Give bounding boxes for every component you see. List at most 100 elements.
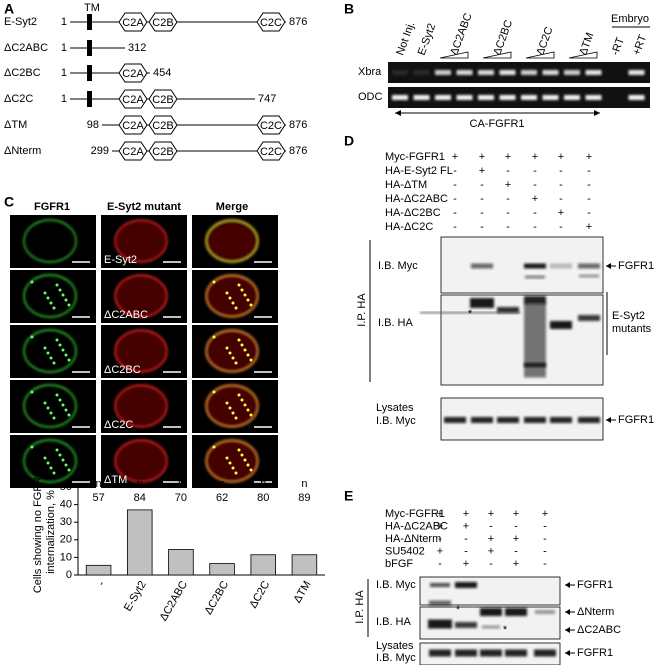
- label: -: [453, 193, 457, 205]
- micrograph: [10, 380, 96, 433]
- puncta: [46, 351, 50, 355]
- row-label: ΔTM: [104, 474, 127, 486]
- cell: [205, 329, 259, 373]
- band: [482, 625, 500, 629]
- label: ΔC2BC: [4, 67, 41, 79]
- label: +: [586, 151, 592, 163]
- puncta: [55, 283, 59, 287]
- gel: [388, 87, 650, 108]
- x-tick-label: ΔTM: [292, 579, 314, 605]
- label: TM: [84, 2, 100, 14]
- label: 1: [61, 42, 67, 54]
- band: [578, 263, 600, 269]
- y-axis-label: Cells showing no FGFR1: [32, 471, 44, 593]
- x-tick-label: ΔC2ABC: [158, 579, 190, 623]
- x-tick-label: E-Syt2: [122, 579, 149, 614]
- puncta: [52, 306, 56, 310]
- puncta: [64, 298, 68, 302]
- c2-domain: [256, 115, 286, 135]
- micrograph: [10, 435, 96, 488]
- band: [524, 263, 546, 269]
- label: C2A: [122, 94, 144, 106]
- arrowhead: [565, 609, 570, 615]
- label: 1: [61, 16, 67, 28]
- c2-domain: [256, 12, 286, 32]
- band: [430, 583, 450, 587]
- label: C2C: [260, 146, 282, 158]
- label: -: [587, 179, 591, 191]
- label: +: [488, 545, 494, 557]
- band: [455, 649, 477, 657]
- bar: [291, 554, 318, 576]
- n-value: 62: [216, 492, 228, 504]
- label: +: [437, 520, 443, 532]
- band: [505, 608, 527, 616]
- band: [480, 608, 502, 616]
- label: +: [488, 533, 494, 545]
- label: C2B: [152, 146, 173, 158]
- label: -: [559, 179, 563, 191]
- band: [444, 417, 466, 423]
- c2-domain: [148, 141, 178, 161]
- label: CA-FGFR1: [470, 118, 525, 130]
- label: C2A: [122, 17, 144, 29]
- y-tick-label: 40: [60, 499, 72, 511]
- label: -: [533, 221, 537, 233]
- panel-label: D: [344, 133, 354, 149]
- puncta: [243, 458, 247, 462]
- puncta: [237, 448, 241, 452]
- label: 299: [91, 145, 109, 157]
- bar: [209, 563, 235, 576]
- puncta: [212, 390, 216, 394]
- puncta: [61, 458, 65, 462]
- band: [542, 95, 559, 100]
- row-label: ΔC2C: [104, 419, 133, 431]
- label: Myc-FGFR1: [385, 151, 445, 163]
- cell: [114, 274, 168, 318]
- cell: [23, 274, 77, 318]
- y-tick-label: 50: [60, 481, 72, 493]
- label: -: [453, 179, 457, 191]
- label: 747: [258, 93, 276, 105]
- puncta: [243, 348, 247, 352]
- label: mutants: [612, 323, 652, 335]
- label: +: [463, 558, 469, 570]
- label: I.B. Myc: [376, 415, 416, 427]
- label: FGFR1: [34, 201, 70, 213]
- cell: [114, 219, 168, 263]
- cell: [23, 439, 77, 483]
- label: C2C: [260, 120, 282, 132]
- label: FGFR1: [577, 579, 613, 591]
- band: [628, 95, 645, 100]
- cell: [114, 384, 168, 428]
- band: [413, 70, 430, 75]
- gel: [388, 62, 650, 83]
- band: [471, 263, 493, 269]
- label: ΔNterm: [577, 606, 614, 618]
- label: -: [533, 165, 537, 177]
- band: [564, 95, 580, 100]
- n-value: 80: [257, 492, 269, 504]
- label: HA-E-Syt2 FL: [385, 165, 453, 177]
- label: +: [479, 165, 485, 177]
- puncta: [43, 346, 47, 350]
- c2-domain: [256, 141, 286, 161]
- puncta: [246, 298, 250, 302]
- puncta: [52, 361, 56, 365]
- y-tick-label: 10: [60, 551, 72, 563]
- puncta: [246, 408, 250, 412]
- label: E-Syt2: [416, 22, 439, 57]
- label: HA-ΔC2ABC: [385, 520, 448, 532]
- puncta: [64, 463, 68, 467]
- band: [413, 95, 430, 100]
- n-label: n: [96, 478, 102, 490]
- c2-domain: [148, 12, 178, 32]
- wedge: [482, 51, 512, 59]
- puncta: [46, 296, 50, 300]
- band: [455, 582, 477, 588]
- band: [524, 302, 546, 378]
- label: -: [480, 207, 484, 219]
- puncta: [55, 448, 59, 452]
- band: [478, 70, 494, 75]
- band: [429, 649, 451, 657]
